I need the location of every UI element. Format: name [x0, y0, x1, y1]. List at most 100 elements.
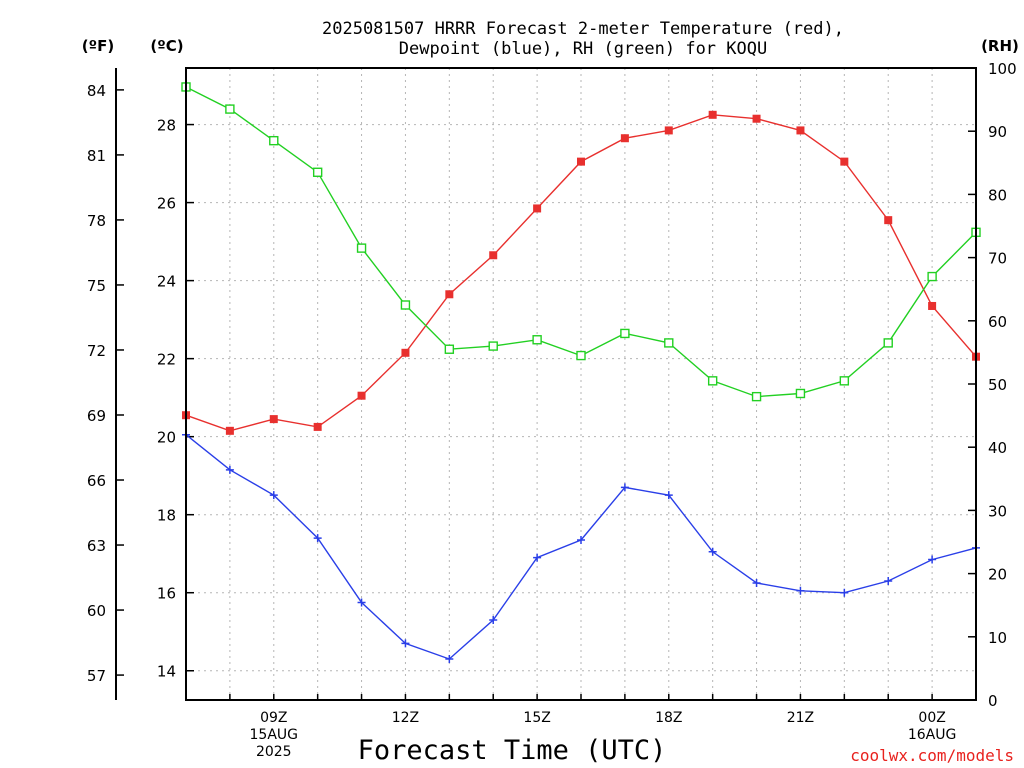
chart-title-line-2: Dewpoint (blue), RH (green) for KOQU [399, 39, 767, 59]
temperature-point [884, 216, 893, 225]
plot-frame [185, 67, 977, 701]
dewpoint-point [401, 639, 410, 648]
dewpoint-line [185, 434, 977, 660]
temperature-series [182, 110, 980, 435]
fahrenheit-tick-label: 66 [87, 472, 106, 490]
dewpoint-point [796, 586, 805, 595]
rh-point [532, 335, 542, 345]
celsius-tick-label: 14 [157, 663, 176, 681]
rh-series [181, 82, 981, 402]
chart-title-line-1: 2025081507 HRRR Forecast 2-meter Tempera… [322, 19, 844, 39]
rh-point [883, 338, 893, 348]
time-tick-label: 21Z [787, 710, 814, 726]
dewpoint-point [664, 491, 673, 500]
rh-tick-label: 30 [988, 502, 1007, 520]
fahrenheit-tick-label: 81 [87, 147, 106, 165]
rh-point [488, 341, 498, 351]
temperature-point [401, 348, 410, 357]
fahrenheit-unit-label: (ºF) [82, 37, 114, 55]
rh-point [444, 344, 455, 354]
rh-point [751, 391, 762, 402]
temperature-point [489, 251, 498, 260]
rh-point [356, 243, 367, 253]
rh-tick-label: 0 [988, 692, 998, 710]
celsius-tick-label: 22 [157, 351, 176, 369]
fahrenheit-tick-label: 84 [87, 82, 106, 100]
temperature-point [269, 415, 278, 424]
dewpoint-point [620, 483, 629, 492]
temperature-point [313, 422, 322, 431]
fahrenheit-tick-label: 75 [87, 277, 106, 295]
x-axis-label: Forecast Time (UTC) [358, 735, 667, 766]
dewpoint-point [928, 555, 937, 564]
data-series [181, 82, 981, 664]
rh-point [707, 376, 718, 386]
dewpoint-point [884, 577, 893, 586]
rh-tick-label: 40 [988, 439, 1007, 457]
temperature-point [752, 114, 761, 123]
dewpoint-point [225, 465, 234, 474]
rh-point [664, 338, 674, 348]
rh-point [839, 376, 850, 386]
temperature-point [928, 301, 937, 310]
rh-point [927, 271, 937, 282]
rh-tick-label: 60 [988, 313, 1007, 331]
rh-axis: 0 10 20 30 40 50 60 70 80 90 100 [968, 60, 1017, 710]
rh-tick-label: 70 [988, 250, 1007, 268]
celsius-tick-label: 28 [157, 117, 176, 135]
rh-unit-label: (RH) [981, 37, 1019, 55]
dewpoint-point [533, 553, 542, 562]
time-tick-label: 12Z [392, 710, 419, 726]
credit-text: coolwx.com/models [850, 746, 1014, 765]
celsius-axis: 14 16 18 20 22 24 26 28 [157, 117, 194, 681]
rh-point [269, 135, 279, 146]
dewpoint-point [313, 534, 322, 543]
celsius-tick-label: 16 [157, 585, 176, 603]
dewpoint-point [752, 578, 761, 587]
rh-tick-label: 50 [988, 376, 1007, 394]
celsius-tick-label: 20 [157, 429, 176, 447]
temperature-point [840, 157, 849, 166]
dewpoint-point [357, 598, 366, 607]
temperature-point [620, 134, 629, 143]
rh-tick-label: 10 [988, 629, 1007, 647]
fahrenheit-tick-label: 72 [87, 342, 106, 360]
rh-tick-label: 20 [988, 566, 1007, 584]
celsius-tick-label: 18 [157, 507, 176, 525]
dewpoint-point [489, 616, 498, 625]
celsius-tick-label: 24 [157, 273, 176, 291]
dewpoint-point [445, 655, 454, 664]
fahrenheit-tick-label: 57 [87, 667, 106, 685]
rh-tick-label: 80 [988, 186, 1007, 204]
time-tick-label: 00Z [918, 710, 945, 726]
time-tick-label: 2025 [256, 744, 292, 760]
time-tick-label: 18Z [655, 710, 682, 726]
temperature-point [708, 110, 717, 119]
dewpoint-series [182, 430, 980, 664]
rh-tick-label: 90 [988, 123, 1007, 141]
rh-tick-label: 100 [988, 60, 1017, 78]
temperature-point [533, 204, 542, 213]
temperature-point [664, 126, 673, 135]
fahrenheit-tick-label: 60 [87, 602, 106, 620]
time-tick-label: 09Z [260, 710, 287, 726]
time-tick-label: 15Z [523, 710, 550, 726]
dewpoint-point [708, 547, 717, 556]
rh-point [225, 104, 235, 114]
rh-point [400, 300, 411, 310]
fahrenheit-axis: 57 60 63 66 69 72 75 78 81 84 [87, 68, 124, 700]
rh-point [620, 328, 630, 339]
temperature-point [796, 126, 805, 135]
rh-point [795, 388, 806, 399]
dewpoint-point [577, 536, 585, 545]
fahrenheit-tick-label: 69 [87, 407, 106, 425]
dewpoint-point [269, 491, 278, 500]
celsius-tick-label: 26 [157, 195, 176, 213]
temperature-point [225, 426, 234, 435]
rh-point [576, 350, 586, 361]
time-tick-label: 15AUG [250, 727, 299, 743]
time-tick-label: 16AUG [908, 727, 957, 743]
fahrenheit-tick-label: 63 [87, 537, 106, 555]
